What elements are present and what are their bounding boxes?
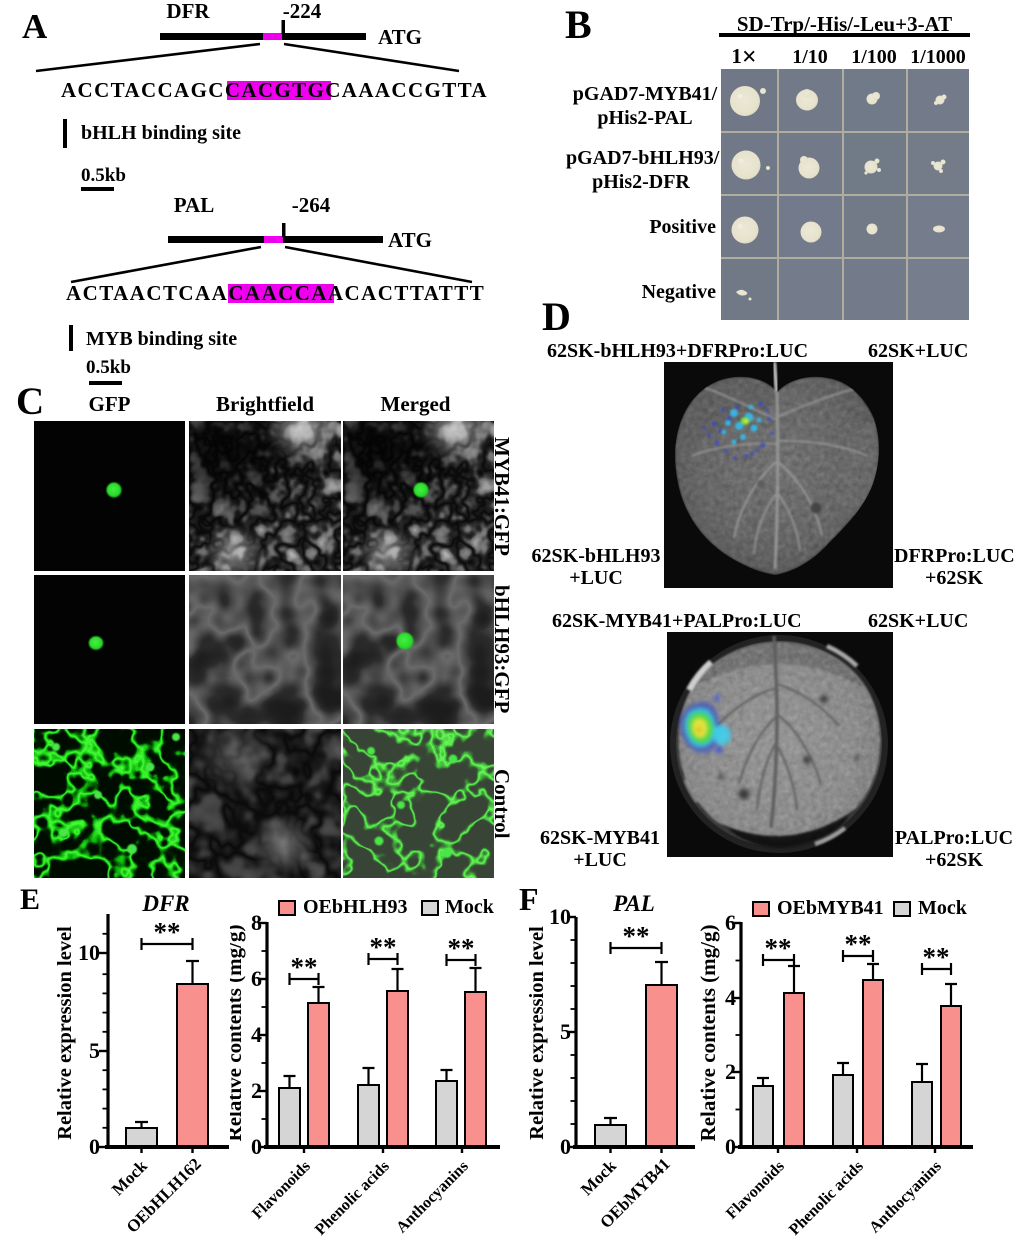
svg-text:Flavonoids: Flavonoids <box>249 1158 314 1223</box>
svg-text:Anthocyanins: Anthocyanins <box>866 1158 945 1237</box>
svg-text:**: ** <box>291 952 318 982</box>
svg-text:Relative expression level: Relative expression level <box>526 926 548 1140</box>
svg-text:ATG: ATG <box>388 228 432 252</box>
svg-text:PAL: PAL <box>174 193 214 217</box>
svg-text:Relative contents (mg/g): Relative contents (mg/g) <box>696 925 720 1142</box>
svg-text:ATG: ATG <box>378 25 422 49</box>
svg-text:Mock: Mock <box>577 1156 620 1199</box>
svg-text:**: ** <box>923 942 950 972</box>
svg-text:Mock: Mock <box>445 896 495 918</box>
svg-text:4: 4 <box>725 985 736 1010</box>
svg-text:bHLH binding site: bHLH binding site <box>81 122 241 144</box>
svg-text:Phenolic acids: Phenolic acids <box>786 1158 867 1239</box>
svg-text:8: 8 <box>251 910 262 935</box>
svg-text:A: A <box>22 7 48 46</box>
svg-text:Phenolic acids: Phenolic acids <box>312 1158 393 1239</box>
svg-text:ACCTACCAGCCACGTGCAAACCGTTA: ACCTACCAGCCACGTGCAAACCGTTA <box>61 78 490 102</box>
svg-text:Relative expression level: Relative expression level <box>54 926 76 1140</box>
svg-text:**: ** <box>448 933 475 963</box>
svg-text:Anthocyanins: Anthocyanins <box>393 1158 472 1237</box>
svg-text:**: ** <box>845 929 872 959</box>
svg-text:OEbHLH93: OEbHLH93 <box>303 896 407 918</box>
svg-text:5: 5 <box>560 1019 571 1044</box>
svg-text:0.5kb: 0.5kb <box>86 357 131 378</box>
svg-text:0: 0 <box>89 1134 100 1159</box>
svg-text:-264: -264 <box>292 193 331 217</box>
svg-text:OEbMYB41: OEbMYB41 <box>777 897 884 919</box>
svg-text:**: ** <box>370 932 397 962</box>
svg-text:**: ** <box>765 933 792 963</box>
svg-text:**: ** <box>623 921 650 951</box>
svg-text:0: 0 <box>725 1134 736 1159</box>
svg-text:ACTAACTCAACAACCAACACTTATTT: ACTAACTCAACAACCAACACTTATTT <box>66 281 487 305</box>
svg-text:0: 0 <box>560 1134 571 1159</box>
svg-text:2: 2 <box>725 1059 736 1084</box>
svg-text:Mock: Mock <box>918 897 968 919</box>
svg-text:4: 4 <box>251 1022 262 1047</box>
svg-text:0.5kb: 0.5kb <box>81 165 126 186</box>
svg-text:DFR: DFR <box>166 0 210 23</box>
svg-text:2: 2 <box>251 1078 262 1103</box>
svg-text:MYB binding site: MYB binding site <box>86 328 237 350</box>
svg-text:10: 10 <box>78 940 100 965</box>
svg-text:**: ** <box>154 917 181 947</box>
svg-text:Mock: Mock <box>108 1156 151 1199</box>
svg-text:PAL: PAL <box>612 891 655 916</box>
svg-text:10: 10 <box>549 904 571 929</box>
svg-text:5: 5 <box>89 1038 100 1063</box>
svg-text:6: 6 <box>251 966 262 991</box>
svg-text:0: 0 <box>251 1134 262 1159</box>
svg-text:-224: -224 <box>283 0 322 23</box>
svg-text:DFR: DFR <box>141 891 189 916</box>
svg-text:6: 6 <box>725 910 736 935</box>
svg-text:Relative contents (mg/g): Relative contents (mg/g) <box>230 925 246 1142</box>
svg-text:Flavonoids: Flavonoids <box>723 1158 788 1223</box>
